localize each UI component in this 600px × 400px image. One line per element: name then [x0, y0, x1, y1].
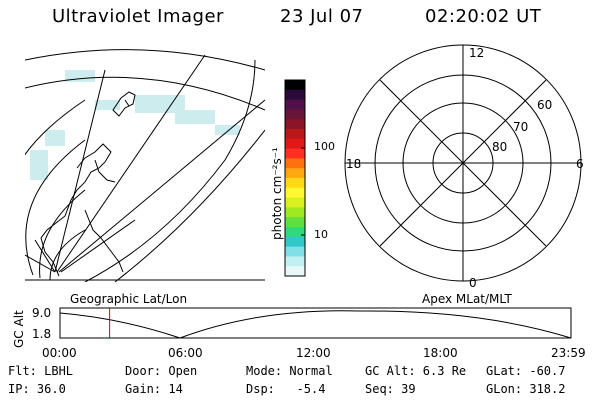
date-label: 23 Jul 07 — [280, 6, 364, 27]
info-door: Door: Open — [125, 364, 198, 378]
colorbar-segment — [285, 178, 305, 189]
xtick-0600: 06:00 — [168, 346, 203, 360]
coastline-greenland — [112, 91, 136, 117]
colorbar-segment — [285, 158, 305, 169]
lat-label-60: 60 — [537, 98, 553, 112]
altitude-plot — [59, 307, 572, 339]
geographic-map — [25, 49, 265, 282]
right-panel-label: Apex MLat/MLT — [422, 292, 512, 306]
info-ip: IP: 36.0 — [8, 382, 66, 396]
xtick-1800: 18:00 — [423, 346, 458, 360]
info-dsp: Dsp: -5.4 — [246, 382, 326, 396]
xtick-2359: 23:59 — [551, 346, 586, 360]
colorbar-segment — [285, 256, 305, 267]
lat-label-70: 70 — [513, 120, 529, 134]
altitude-ytick-low: 1.8 — [32, 327, 52, 341]
colorbar-segment — [285, 148, 305, 159]
colorbar-segment — [285, 187, 305, 199]
left-panel-label: Geographic Lat/Lon — [70, 292, 188, 306]
colorbar-segment — [285, 129, 305, 140]
colorbar-segment — [285, 119, 305, 130]
info-flt: Flt: LBHL — [8, 364, 74, 378]
colorbar-segment — [285, 266, 305, 277]
polar-plot — [344, 44, 582, 282]
colorbar-segment — [285, 217, 305, 228]
mlt-label-12: 12 — [469, 46, 485, 60]
colorbar-segment — [285, 99, 305, 110]
info-glon: GLon: 318.2 — [486, 382, 566, 396]
mlt-label-0: 0 — [469, 276, 477, 290]
info-seq: Seq: 39 — [365, 382, 416, 396]
info-gain: Gain: 14 — [125, 382, 183, 396]
info-mode: Mode: Normal — [246, 364, 333, 378]
colorbar-border — [284, 79, 306, 277]
colorbar-tick-10: 10 — [314, 228, 328, 241]
colorbar-segment — [285, 80, 305, 91]
lat-label-80: 80 — [492, 140, 508, 154]
colorbar-segment — [285, 109, 305, 120]
colorbar-segment — [285, 227, 305, 238]
info-glat: GLat: -60.7 — [486, 364, 566, 378]
colorbar — [284, 79, 306, 277]
instrument-title: Ultraviolet Imager — [52, 6, 224, 27]
colorbar-segment — [285, 89, 305, 101]
altitude-ytick-high: 9.0 — [32, 306, 52, 320]
xtick-0000: 00:00 — [42, 346, 77, 360]
mlt-label-18: 18 — [346, 157, 362, 171]
mlt-label-6: 6 — [576, 157, 584, 171]
colorbar-segment — [285, 236, 305, 248]
xtick-1200: 12:00 — [296, 346, 331, 360]
aurora-speckle — [30, 70, 240, 180]
colorbar-segment — [285, 138, 305, 150]
altitude-ylabel: GC Alt — [12, 310, 26, 348]
colorbar-segment — [285, 197, 305, 208]
colorbar-segment — [285, 246, 305, 257]
colorbar-segment — [285, 168, 305, 179]
coastline-canada — [40, 143, 116, 277]
colorbar-tick-100: 100 — [314, 140, 335, 153]
time-label: 02:20:02 UT — [425, 6, 542, 27]
colorbar-unit-label: photon cm⁻²s⁻¹ — [270, 147, 284, 240]
colorbar-segment — [285, 207, 305, 218]
info-gc-alt: GC Alt: 6.3 Re — [365, 364, 467, 378]
